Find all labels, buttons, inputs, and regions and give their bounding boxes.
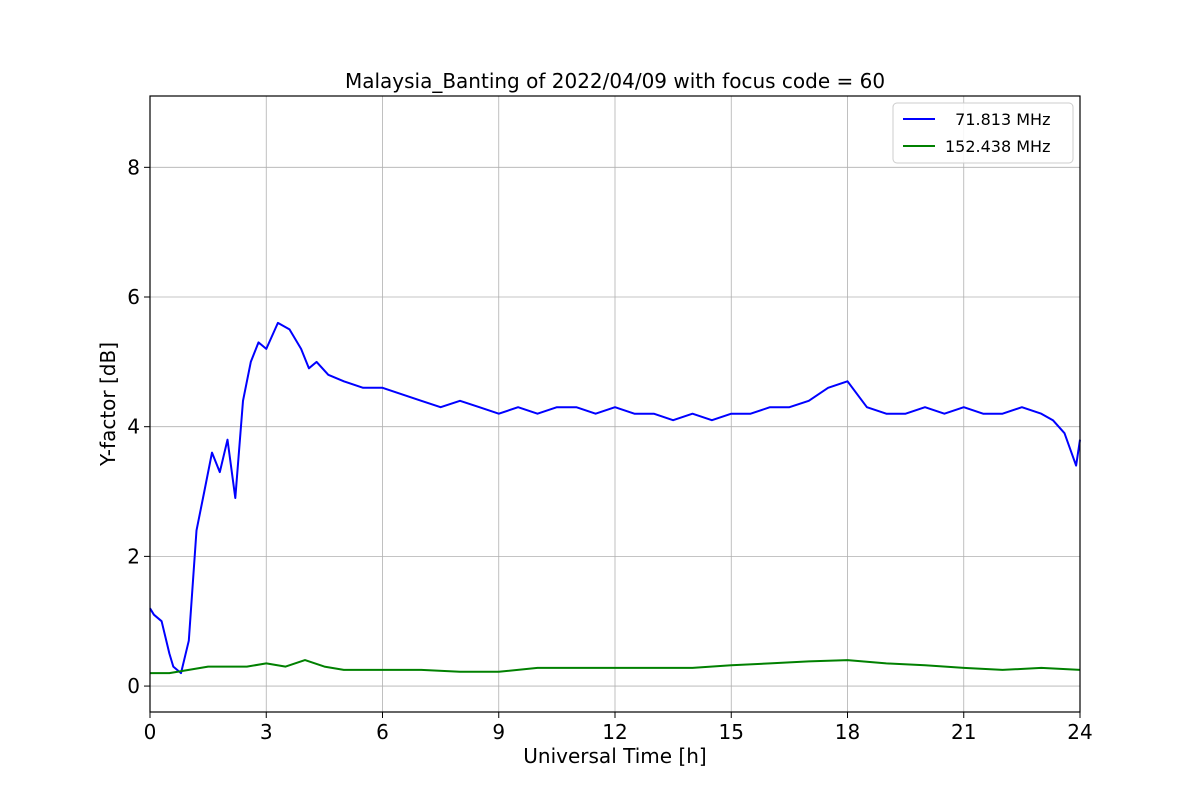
x-axis-ticks: 0 3 6 9 12 15 18 21 24: [144, 712, 1093, 744]
series-layer: [149, 321, 1081, 675]
y-tick-label: 4: [127, 415, 140, 439]
x-tick-label: 24: [1067, 720, 1092, 744]
x-tick-label: 21: [951, 720, 976, 744]
x-axis-label: Universal Time [h]: [523, 744, 706, 768]
series-line-152mhz: [150, 659, 1081, 675]
legend-box: [892, 102, 1074, 164]
legend-label-152mhz: 152.438 MHz: [945, 137, 1050, 156]
y-tick-label: 8: [127, 155, 140, 179]
chart-title: Malaysia_Banting of 2022/04/09 with focu…: [345, 69, 885, 93]
legend-label-71mhz: 71.813 MHz: [945, 110, 1050, 129]
y-tick-label: 6: [127, 285, 140, 309]
y-tick-label: 0: [127, 674, 140, 698]
legend: 71.813 MHz 152.438 MHz: [892, 102, 1074, 164]
y-axis-ticks: 0 2 4 6 8: [127, 155, 150, 698]
series-line-71mhz: [149, 321, 1081, 675]
x-tick-label: 0: [144, 720, 157, 744]
y-tick-label: 2: [127, 544, 140, 568]
y-axis-label: Y-factor [dB]: [96, 342, 120, 467]
x-tick-label: 6: [376, 720, 389, 744]
x-tick-label: 3: [260, 720, 273, 744]
x-tick-label: 18: [835, 720, 860, 744]
x-tick-label: 12: [602, 720, 627, 744]
x-tick-label: 9: [492, 720, 505, 744]
x-tick-label: 15: [719, 720, 744, 744]
